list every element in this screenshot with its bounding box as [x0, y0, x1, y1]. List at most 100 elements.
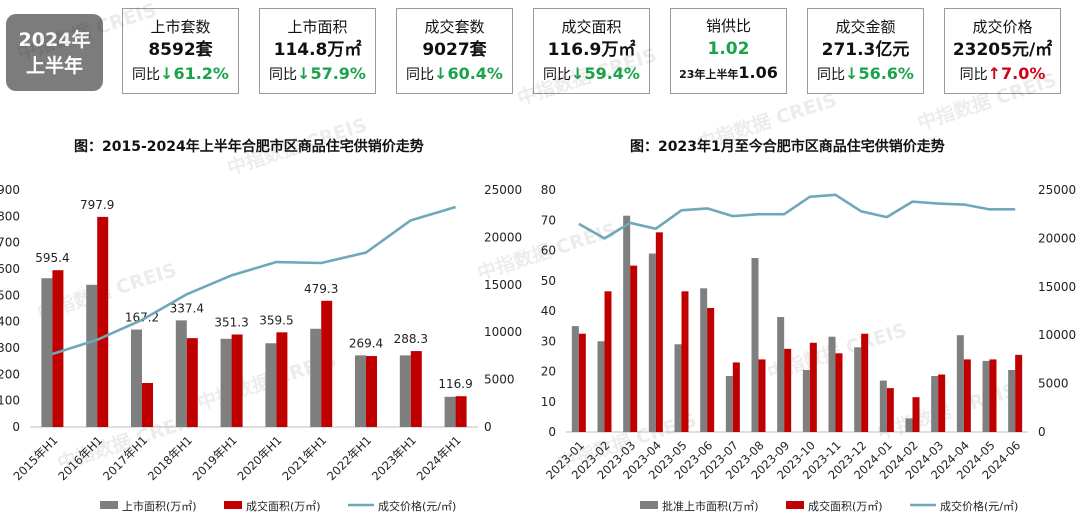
data-label: 288.3	[394, 332, 428, 346]
bar	[220, 338, 232, 427]
bar	[276, 332, 288, 427]
data-label: 479.3	[304, 282, 338, 296]
bar	[828, 336, 836, 432]
kpi-value: 114.8万㎡	[273, 39, 362, 60]
bar	[938, 374, 946, 432]
watermark-text: 中指数据 CREIS	[14, 0, 159, 65]
kpi-card: 上市面积 114.8万㎡ 同比↓57.9%	[259, 8, 376, 94]
bar	[854, 347, 862, 432]
bar	[982, 360, 990, 432]
y-left-tick-label: 10	[541, 395, 556, 409]
y-right-tick-label: 25000	[484, 183, 522, 197]
bar	[410, 351, 422, 427]
legend-swatch	[640, 501, 658, 509]
data-label: 595.4	[35, 251, 69, 265]
bar	[784, 348, 792, 432]
bar	[905, 418, 913, 432]
x-tick-label: 2021年H1	[279, 433, 329, 483]
y-left-tick-label: 500	[0, 288, 20, 302]
kpi-compare: 同比↓59.4%	[543, 62, 640, 87]
badge-half: 上半年	[25, 54, 83, 77]
bar	[674, 344, 682, 432]
bar	[41, 278, 53, 427]
legend-label: 成交面积(万㎡)	[246, 499, 321, 513]
watermark-text: 中指数据 CREIS	[224, 113, 369, 180]
x-tick-label: 2022年H1	[324, 433, 374, 483]
x-tick-label: 2023年H1	[369, 433, 419, 483]
y-left-tick-label: 20	[541, 365, 556, 379]
bar	[835, 353, 843, 432]
y-right-tick-label: 15000	[484, 278, 522, 292]
kpi-value: 23205元/㎡	[952, 39, 1053, 60]
kpi-compare-value: 1.06	[738, 63, 778, 82]
kpi-title: 成交金额	[835, 17, 896, 36]
bar	[623, 215, 631, 432]
kpi-card: 成交面积 116.9万㎡ 同比↓59.4%	[533, 8, 650, 94]
watermark-text: 中指数据 CREIS	[514, 43, 659, 110]
bar	[700, 288, 708, 432]
kpi-value: 1.02	[707, 39, 750, 59]
y-left-tick-label: 80	[541, 183, 556, 197]
kpi-compare-label: 同比	[959, 66, 988, 83]
y-right-tick-label: 5000	[1038, 377, 1069, 391]
y-right-tick-label: 20000	[484, 230, 522, 244]
y-right-tick-label: 25000	[1038, 183, 1076, 197]
kpi-value: 8592套	[148, 39, 213, 60]
data-label: 337.4	[170, 301, 204, 315]
y-left-tick-label: 700	[0, 236, 20, 250]
y-left-tick-label: 50	[541, 274, 556, 288]
bar	[578, 333, 586, 432]
bar	[912, 397, 920, 432]
kpi-compare: 23年上半年1.06	[679, 61, 778, 87]
badge-year: 2024年	[18, 28, 91, 51]
bar	[1008, 369, 1016, 432]
kpi-compare-value: ↓61.2%	[160, 63, 229, 83]
legend-label: 成交面积(万㎡)	[808, 499, 883, 513]
kpi-title: 上市套数	[150, 17, 211, 36]
bar	[802, 369, 810, 432]
y-left-tick-label: 400	[0, 315, 20, 329]
bar	[366, 356, 377, 427]
price-line	[578, 193, 1016, 240]
bar	[310, 328, 322, 427]
kpi-compare: 同比↓61.2%	[132, 62, 229, 87]
bar	[725, 376, 733, 432]
kpi-card: 成交价格 23205元/㎡ 同比↑7.0%	[944, 8, 1061, 94]
watermark-text: 中指数据 CREIS	[874, 378, 1019, 445]
kpi-value: 9027套	[422, 39, 487, 60]
kpi-compare-label: 同比	[543, 66, 572, 83]
legend-label: 上市面积(万㎡)	[122, 499, 197, 513]
kpi-title: 成交价格	[972, 17, 1033, 36]
kpi-compare-value: ↓57.9%	[297, 63, 366, 83]
bar	[604, 291, 612, 432]
bar	[630, 265, 638, 432]
kpi-compare-label: 同比	[132, 66, 161, 83]
legend-label: 批准上市面积(万㎡)	[662, 499, 759, 513]
legend-swatch	[786, 501, 804, 509]
kpi-compare-label: 同比	[817, 66, 846, 83]
bar	[52, 270, 64, 427]
bar	[444, 396, 456, 427]
x-tick-label: 2024年H1	[414, 433, 464, 483]
y-left-tick-label: 60	[541, 244, 556, 258]
kpi-compare-label: 23年上半年	[679, 68, 739, 81]
y-right-tick-label: 10000	[484, 325, 522, 339]
kpi-value: 116.9万㎡	[547, 39, 636, 60]
data-label: 351.3	[214, 315, 248, 329]
bar	[681, 291, 689, 432]
chart2-title: 图：2023年1月至今合肥市区商品住宅供销价走势	[630, 139, 945, 155]
kpi-title: 成交套数	[424, 17, 485, 36]
y-right-tick-label: 20000	[1038, 231, 1076, 245]
bar	[597, 341, 605, 432]
data-label: 116.9	[438, 377, 472, 391]
bar	[886, 388, 894, 432]
watermark-text: 中指数据 CREIS	[694, 88, 839, 155]
bar	[186, 338, 198, 427]
bar	[97, 216, 109, 427]
kpi-card: 成交套数 9027套 同比↓60.4%	[396, 8, 513, 94]
bar	[455, 396, 467, 427]
y-left-tick-label: 600	[0, 262, 20, 276]
x-tick-label: 2019年H1	[190, 433, 240, 483]
kpi-compare-label: 同比	[406, 66, 435, 83]
x-tick-label: 2015年H1	[11, 433, 61, 483]
